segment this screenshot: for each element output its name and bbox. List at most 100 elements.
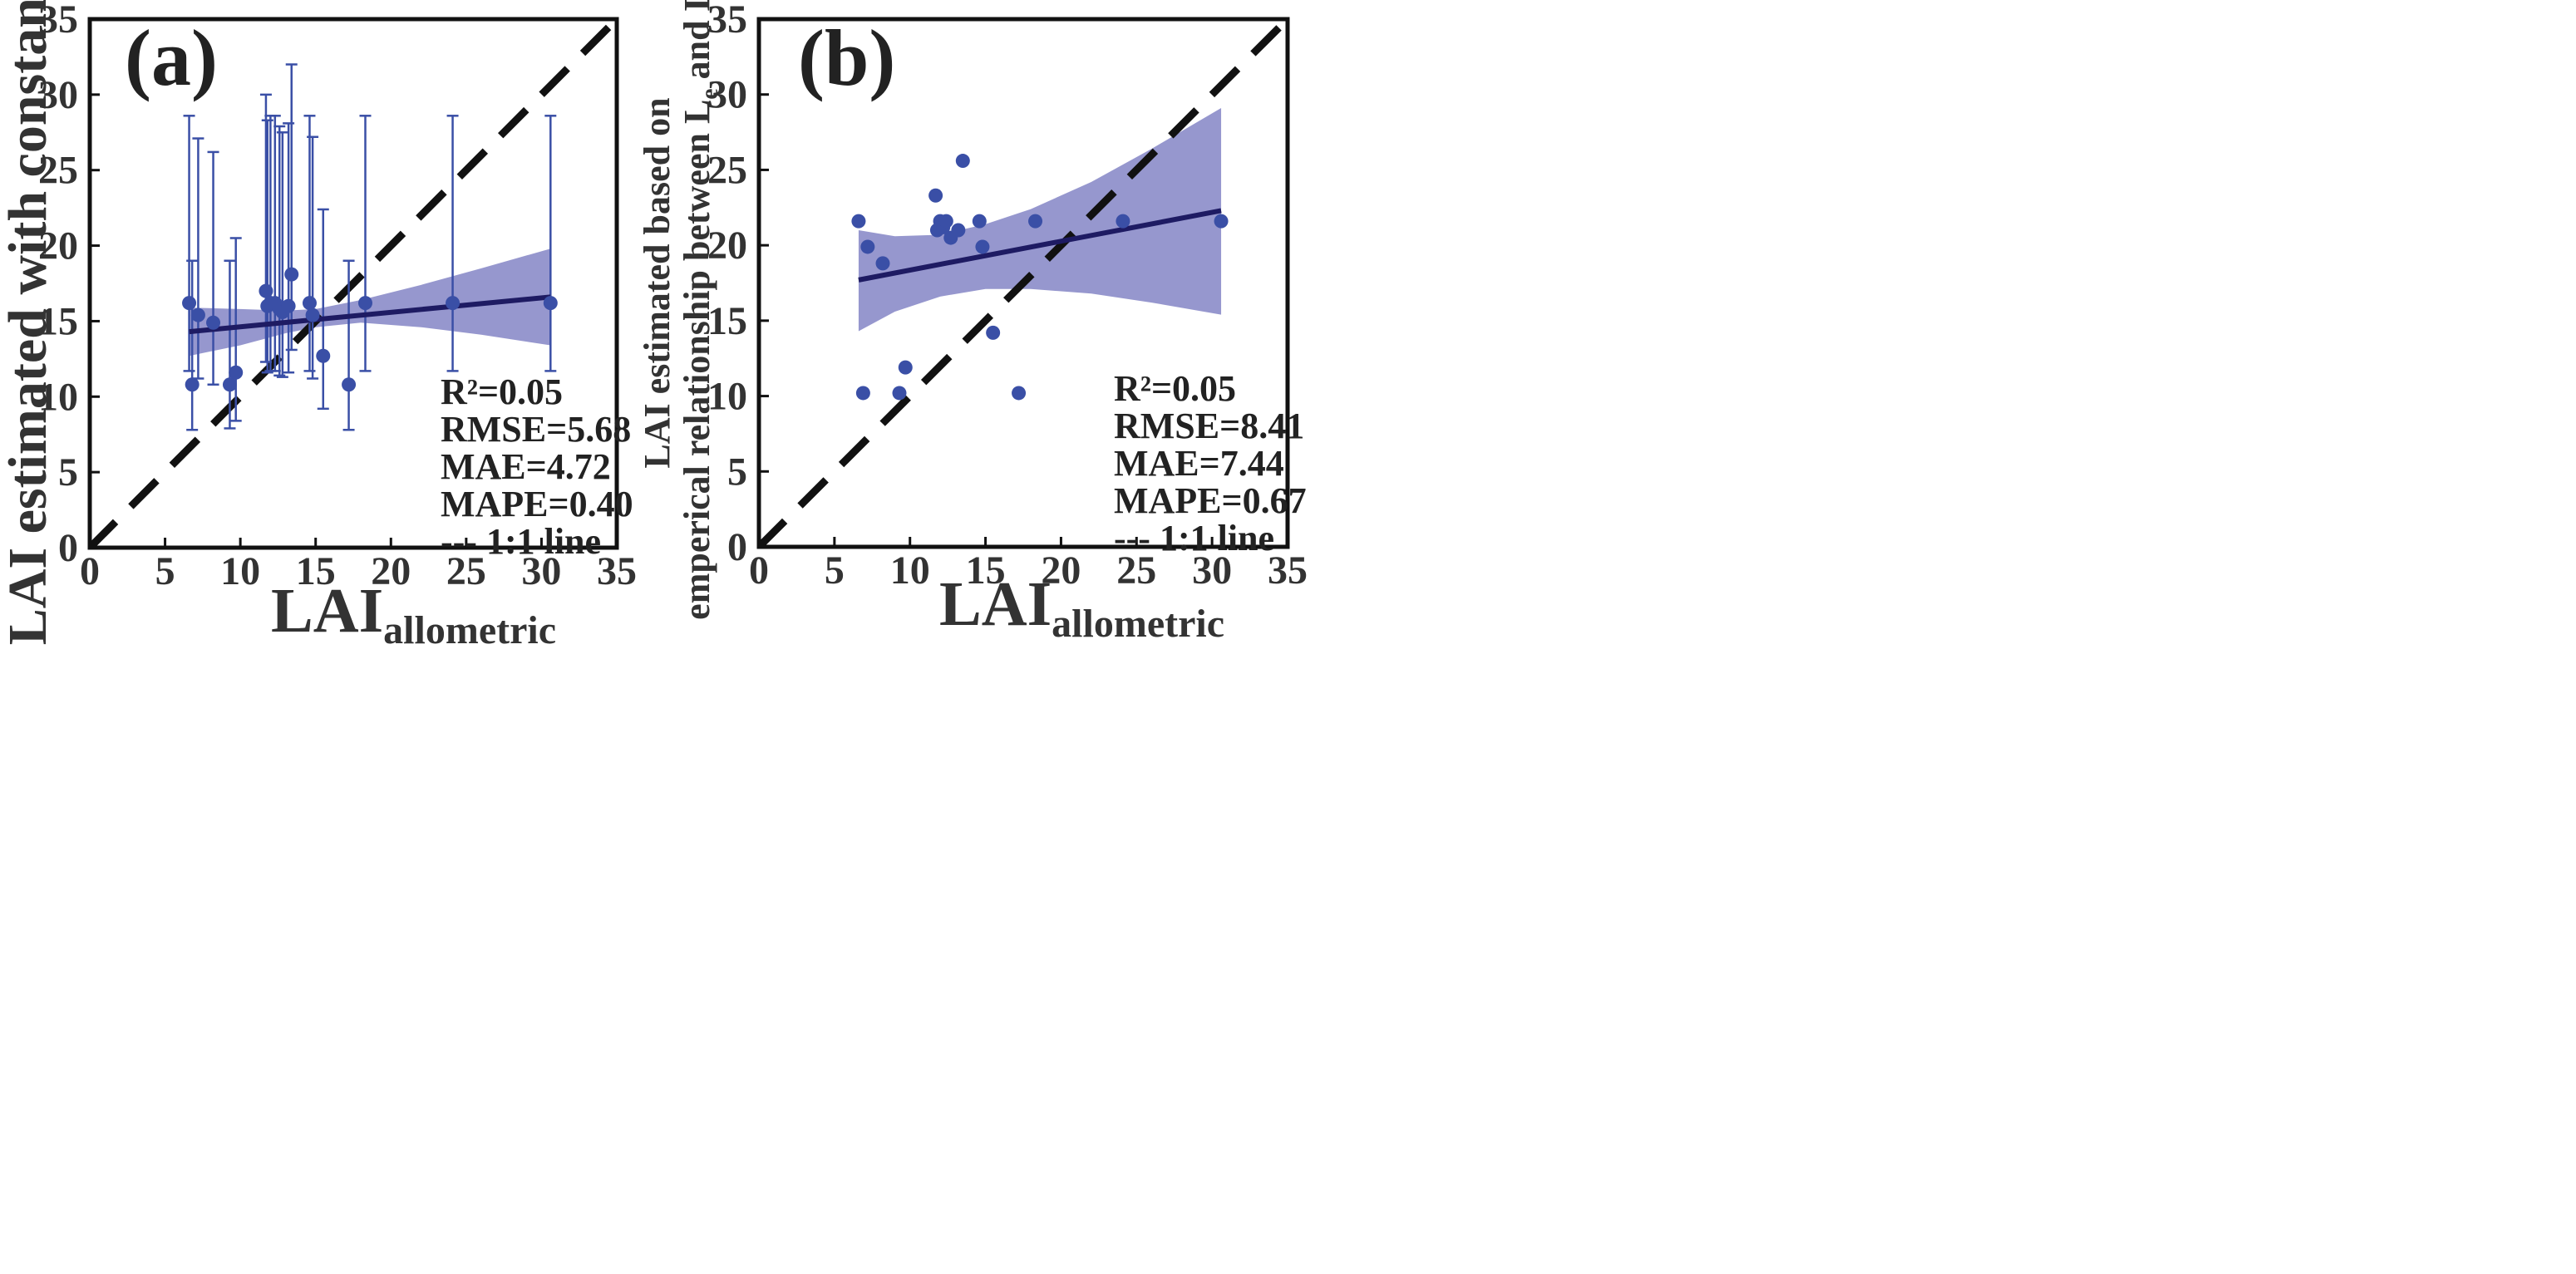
data-point	[229, 365, 244, 380]
panel-label: (b)	[798, 13, 895, 102]
x-tick-label: 25	[1116, 548, 1156, 593]
data-point	[1012, 386, 1027, 401]
y-axis-label-part: and LAI	[677, 0, 717, 88]
one-to-one-line	[759, 19, 1288, 547]
x-tick-label: 15	[296, 549, 336, 593]
data-point	[190, 307, 205, 322]
x-tick-label: 35	[597, 549, 637, 593]
stat-line: MAE=7.44	[1114, 443, 1284, 484]
data-point	[951, 223, 966, 238]
y-tick-label: 20	[707, 224, 747, 268]
x-axis-label: LAIallometric	[271, 576, 556, 652]
data-point	[543, 296, 558, 311]
plot-frame	[87, 17, 619, 550]
data-point	[357, 296, 372, 311]
y-axis-label-line1: LAI estimated based on	[637, 97, 677, 468]
data-point	[855, 386, 870, 401]
x-tick-label: 15	[966, 548, 1006, 593]
data-point	[1028, 214, 1043, 229]
stat-line: RMSE=8.41	[1114, 406, 1304, 446]
stat-line: MAE=4.72	[441, 446, 611, 487]
y-tick-label: 35	[38, 0, 78, 42]
x-axis-label-sub: allometric	[1052, 602, 1224, 646]
panel-a: 0 5 10 15 20 25 30 35 0 5 10 15 20 25 30 35 (a) R²=0.05RM…	[0, 0, 637, 652]
error-bar	[446, 115, 459, 372]
x-axis-label-main: LAI	[271, 576, 383, 646]
data-point	[851, 214, 866, 229]
error-bar	[544, 115, 557, 372]
x-tick-label: 20	[371, 549, 411, 593]
data-point	[1116, 214, 1130, 229]
data-point	[986, 325, 1001, 340]
data-point	[316, 348, 331, 363]
x-tick-label: 0	[749, 548, 769, 593]
data-point	[281, 298, 296, 313]
data-point	[305, 307, 320, 322]
x-tick-label: 10	[890, 548, 930, 593]
y-tick-label: 5	[727, 450, 747, 494]
data-point	[955, 154, 970, 169]
stat-line: --- 1:1 line	[1114, 518, 1274, 558]
error-bar	[342, 259, 355, 431]
error-bar	[317, 208, 329, 411]
x-tick-label: 30	[1192, 548, 1232, 593]
panel-b: 0 5 10 15 20 25 30 35 0 5 10 15 20 25 30 35 (b) R²=0.05RM…	[637, 0, 1308, 646]
data-point	[206, 315, 221, 330]
data-point	[892, 386, 907, 401]
x-tick-label: 20	[1041, 548, 1081, 593]
y-tick-label: 15	[38, 299, 78, 343]
y-tick-label: 5	[58, 450, 78, 494]
y-axis-label-part: emperical relationship between L	[677, 100, 717, 620]
y-tick-label: 0	[58, 526, 78, 570]
x-tick-label: 35	[1268, 548, 1308, 593]
fit-line	[858, 208, 1222, 283]
x-tick-label: 5	[825, 548, 845, 593]
y-tick-label: 20	[38, 224, 78, 268]
x-tick-label: 0	[80, 549, 100, 593]
x-tick-label: 5	[155, 549, 175, 593]
error-bar	[186, 259, 199, 431]
data-point	[1214, 214, 1229, 229]
stat-line: MAPE=0.67	[1114, 480, 1307, 521]
error-bar	[276, 131, 288, 378]
one-to-one-line	[90, 19, 617, 548]
stat-line: MAPE=0.40	[441, 484, 633, 524]
y-tick-label: 15	[707, 299, 747, 343]
data-point	[446, 296, 461, 311]
data-point	[938, 214, 953, 229]
data-point	[860, 239, 875, 254]
y-axis-label-subscript: e	[696, 88, 723, 99]
data-point	[975, 239, 990, 254]
data-point	[284, 267, 299, 282]
data-point	[972, 214, 987, 229]
y-tick-label: 35	[707, 0, 747, 42]
data-point	[185, 377, 199, 392]
data-point	[302, 296, 317, 311]
data-point	[875, 256, 890, 271]
data-point	[259, 283, 273, 298]
stat-line: --- 1:1 line	[441, 521, 601, 562]
error-bar	[283, 122, 295, 374]
data-point	[898, 360, 913, 375]
y-tick-label: 30	[707, 73, 747, 117]
data-point	[182, 296, 197, 311]
y-tick-label: 25	[38, 149, 78, 193]
y-axis-label: LAI estimated with constant Ω	[0, 0, 58, 645]
fit-line	[189, 294, 551, 335]
plot-area	[759, 19, 1288, 547]
x-axis-label: LAIallometric	[939, 569, 1224, 646]
data-point	[342, 377, 357, 392]
x-tick-label: 25	[446, 549, 486, 593]
stat-line: R²=0.05	[441, 371, 563, 412]
stat-line: R²=0.05	[1114, 368, 1236, 409]
y-axis-label-line2: emperical relationship between Le and LA…	[677, 0, 723, 620]
y-tick-label: 25	[707, 148, 747, 192]
x-tick-label: 10	[220, 549, 260, 593]
error-bar	[307, 135, 319, 380]
y-tick-label: 30	[38, 73, 78, 117]
error-bar	[224, 259, 236, 430]
y-tick-label: 10	[38, 375, 78, 419]
error-bar	[207, 150, 219, 386]
x-tick-label: 30	[521, 549, 561, 593]
